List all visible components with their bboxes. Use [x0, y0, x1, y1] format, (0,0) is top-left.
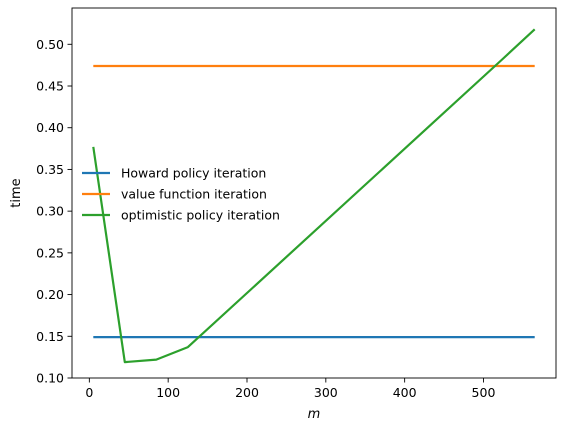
y-tick-label: 0.15	[36, 329, 64, 344]
x-axis: 0 100 200 300 400 500	[85, 378, 495, 400]
legend-label-howard-policy-iteration: Howard policy iteration	[121, 166, 266, 181]
series-line-optimistic-policy-iteration	[92, 28, 536, 364]
x-tick-label: 400	[393, 385, 417, 400]
y-tick-label: 0.10	[36, 371, 64, 386]
y-tick-label: 0.25	[36, 245, 64, 260]
plot-lines	[92, 28, 536, 364]
x-tick-label: 100	[156, 385, 180, 400]
y-tick-label: 0.30	[36, 204, 64, 219]
y-axis-label: time	[9, 178, 24, 207]
y-axis: 0.10 0.15 0.20 0.25 0.30 0.35 0.40 0.45 0.50	[36, 37, 72, 386]
legend-label-value-function-iteration: value function iteration	[121, 187, 267, 202]
x-tick-label: 0	[85, 385, 93, 400]
y-tick-label: 0.20	[36, 287, 64, 302]
x-tick-label: 500	[472, 385, 496, 400]
y-tick-label: 0.35	[36, 162, 64, 177]
legend-label-optimistic-policy-iteration: optimistic policy iteration	[121, 208, 280, 223]
x-tick-label: 200	[235, 385, 259, 400]
legend: Howard policy iteration value function it…	[82, 166, 280, 223]
y-tick-label: 0.40	[36, 120, 64, 135]
x-tick-label: 300	[314, 385, 338, 400]
y-tick-label: 0.45	[36, 79, 64, 94]
plot-frame	[71, 7, 557, 379]
y-tick-label: 0.50	[36, 37, 64, 52]
x-axis-label: m	[308, 407, 321, 422]
